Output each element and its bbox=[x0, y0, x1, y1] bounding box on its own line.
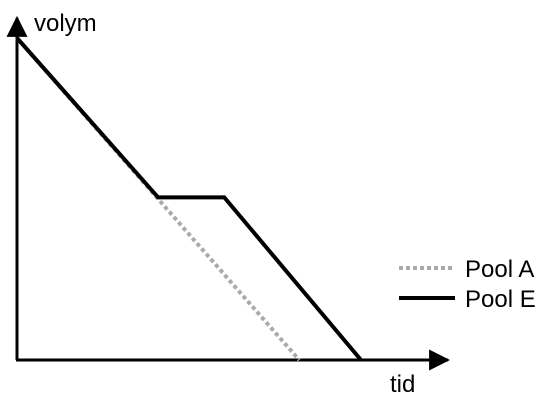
legend-label-pool-a: Pool A bbox=[465, 256, 534, 283]
x-axis-label: tid bbox=[390, 371, 415, 394]
legend: Pool A Pool E bbox=[399, 256, 536, 313]
series-line-pool-e bbox=[15, 36, 363, 362]
legend-label-pool-e: Pool E bbox=[465, 286, 536, 313]
y-axis-label: volym bbox=[34, 10, 97, 37]
series-group bbox=[15, 36, 363, 362]
